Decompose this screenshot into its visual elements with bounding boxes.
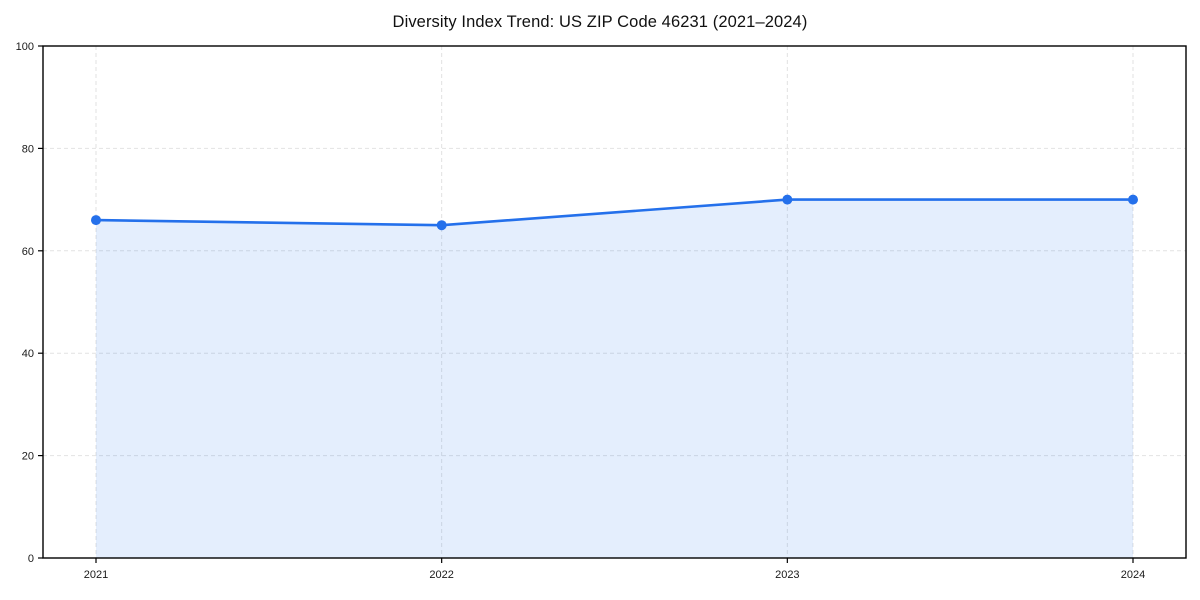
data-point — [1128, 194, 1138, 205]
plot-frame — [42, 45, 1187, 559]
y-tick-label: 60 — [22, 246, 34, 258]
area-fill — [96, 199, 1133, 558]
trend-line — [94, 198, 1135, 227]
x-tick-label: 2024 — [1121, 569, 1145, 581]
y-tick-label: 0 — [28, 553, 34, 565]
y-tick-label: 40 — [22, 348, 34, 360]
y-tick-label: 20 — [22, 451, 34, 463]
x-tick-label: 2022 — [429, 569, 453, 581]
x-tick-label: 2021 — [84, 569, 108, 581]
data-point — [782, 194, 793, 205]
y-tick-label: 80 — [22, 143, 34, 155]
x-tick-label: 2023 — [775, 569, 799, 581]
y-tick-label: 100 — [16, 41, 34, 53]
chart-title: Diversity Index Trend: US ZIP Code 46231… — [392, 13, 808, 31]
data-point — [91, 215, 101, 226]
data-point — [436, 220, 447, 231]
